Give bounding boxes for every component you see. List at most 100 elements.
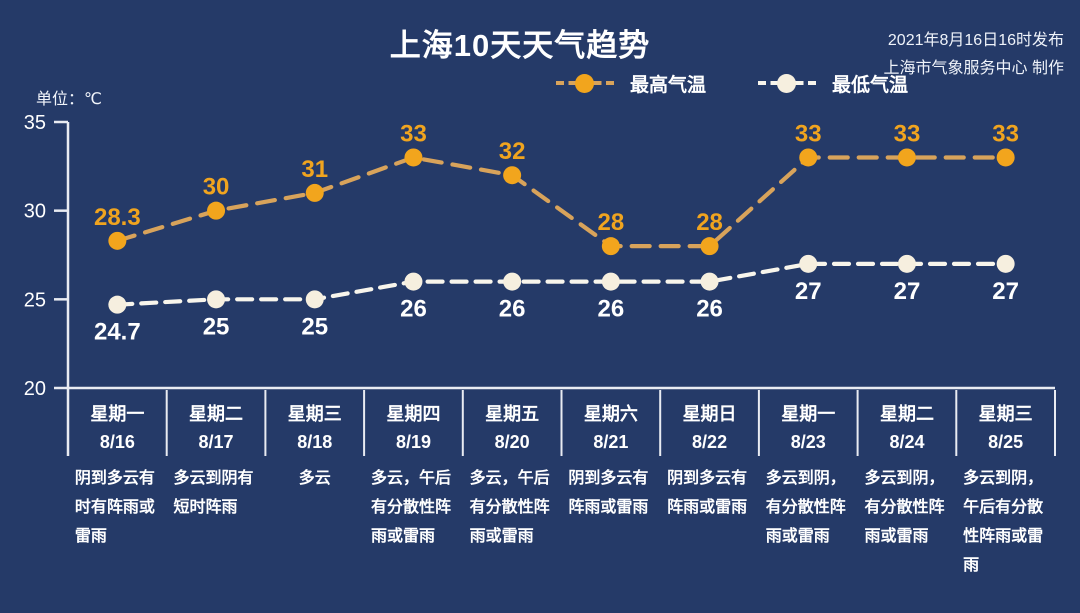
high-temp-value-label: 30 [203,174,230,201]
high-temp-marker [305,183,324,202]
weekday-label: 星期一 [781,404,836,424]
weekday-label: 星期四 [386,404,441,424]
weather-description-cell: 阴到多云有阵雨或雷雨 [562,464,661,580]
high-temp-value-label: 33 [894,120,921,147]
day-column: 星期三 8/18 [265,396,364,456]
high-temp-value-label: 28.3 [94,204,141,231]
high-temp-value-label: 28 [696,209,723,236]
date-label: 8/20 [494,432,530,452]
weather-description-cell: 多云，午后有分散性阵雨或雷雨 [463,464,562,580]
day-column: 星期五 8/20 [463,396,562,456]
weather-description-cell: 多云到阴，有分散性阵雨或雷雨 [759,464,858,580]
low-temp-value-label: 26 [400,296,427,323]
weather-description: 阴到多云有阵雨或雷雨 [568,470,649,516]
day-column: 星期日 8/22 [660,396,759,456]
page-title: 上海10天天气趋势 [389,28,651,63]
weather-description: 多云，午后有分散性阵雨或雷雨 [469,470,550,545]
legend-item-high-temp: 最高气温 [556,70,706,97]
weather-description-cell: 阴到多云有时有阵雨或雷雨 [68,464,167,580]
y-tick-label: 20 [24,378,46,400]
low-temp-value-label: 26 [499,296,526,323]
date-label: 8/23 [790,432,826,452]
low-temp-value-label: 26 [696,296,723,323]
date-label: 8/16 [99,432,135,452]
day-column: 星期六 8/21 [562,396,661,456]
low-temp-marker [305,290,324,309]
weekday-label: 星期二 [879,404,934,424]
day-label-row: 星期一 8/16 星期二 8/17 星期三 8/18 星期四 8/19 星期五 8/20 星期六 8/… [68,396,1055,456]
date-label: 8/17 [198,432,234,452]
y-tick-label: 25 [24,289,46,311]
high-temp-marker [897,148,916,167]
low-temp-line [115,261,1008,307]
date-label: 8/24 [889,432,925,452]
unit-label: 单位：℃ [36,91,102,108]
low-temp-value-label: 27 [992,278,1019,305]
high-temp-value-label: 31 [301,156,328,183]
weekday-label: 星期六 [583,404,638,424]
low-temp-value-label: 26 [597,296,624,323]
high-temp-value-label: 33 [795,120,822,147]
high-temp-marker [108,231,127,250]
y-tick-label: 30 [24,201,46,223]
weekday-label: 星期二 [189,404,244,424]
low-temp-marker [503,272,522,291]
weather-description-cell: 多云，午后有分散性阵雨或雷雨 [364,464,463,580]
day-column: 星期二 8/24 [858,396,957,456]
publish-author: 上海市气象服务中心 制作 [883,60,1064,77]
weather-description-cell: 多云到阴，午后有分散性阵雨或雷雨 [956,464,1055,580]
low-temp-marker [404,272,423,291]
weekday-label: 星期三 [287,404,342,424]
high-temp-legend-marker-icon [556,73,614,94]
high-temp-marker [503,166,522,185]
weather-description: 多云，午后有分散性阵雨或雷雨 [370,470,451,545]
high-temp-marker [799,148,818,167]
high-temp-marker [207,201,226,220]
low-temp-value-label: 25 [301,313,328,340]
legend-label-high: 最高气温 [630,75,707,96]
high-temp-marker [601,237,620,256]
legend: 最高气温 最低气温 [556,70,908,97]
high-temp-marker [700,237,719,256]
low-temp-value-label: 25 [203,313,230,340]
date-label: 8/25 [988,432,1024,452]
high-temp-value-label: 33 [400,120,427,147]
high-temp-value-label: 33 [992,120,1019,147]
high-temp-marker [996,148,1015,167]
high-temp-line [115,155,1008,249]
weather-description: 阴到多云有阵雨或雷雨 [667,470,748,516]
day-column: 星期一 8/23 [759,396,858,456]
day-column: 星期四 8/19 [364,396,463,456]
low-temp-marker [996,254,1015,273]
day-column: 星期三 8/25 [956,396,1055,456]
low-temp-value-label: 24.7 [94,319,141,346]
low-temp-marker [799,254,818,273]
low-temp-legend-marker-icon [758,73,817,94]
weather-description-row: 阴到多云有时有阵雨或雷雨 多云到阴有短时阵雨 多云 多云，午后有分散性阵雨或雷雨 多云，… [68,464,1055,580]
date-label: 8/19 [395,432,431,452]
legend-item-low-temp: 最低气温 [758,70,908,97]
weather-description: 多云到阴，午后有分散性阵雨或雷雨 [963,470,1044,574]
low-temp-value-label: 27 [894,278,921,305]
weather-description: 多云到阴，有分散性阵雨或雷雨 [864,470,945,545]
weekday-label: 星期五 [485,404,540,424]
high-temp-value-label: 32 [499,138,526,165]
date-label: 8/22 [692,432,728,452]
weekday-label: 星期三 [978,404,1033,424]
low-temp-marker [207,290,226,309]
weather-description: 多云到阴，有分散性阵雨或雷雨 [765,470,846,545]
weather-description-cell: 多云 [265,464,364,580]
publisher-info: 2021年8月16日16时发布 上海市气象服务中心 制作 [884,27,1064,83]
weather-description: 阴到多云有时有阵雨或雷雨 [74,470,155,545]
weather-description: 多云到阴有短时阵雨 [173,470,254,516]
low-temp-marker [108,295,127,314]
low-temp-value-label: 27 [795,278,822,305]
date-label: 8/18 [297,432,333,452]
publish-time: 2021年8月16日16时发布 [887,32,1064,49]
day-column: 星期二 8/17 [167,396,266,456]
date-label: 8/21 [593,432,629,452]
high-temp-marker [404,148,423,167]
high-temp-value-label: 28 [597,209,624,236]
